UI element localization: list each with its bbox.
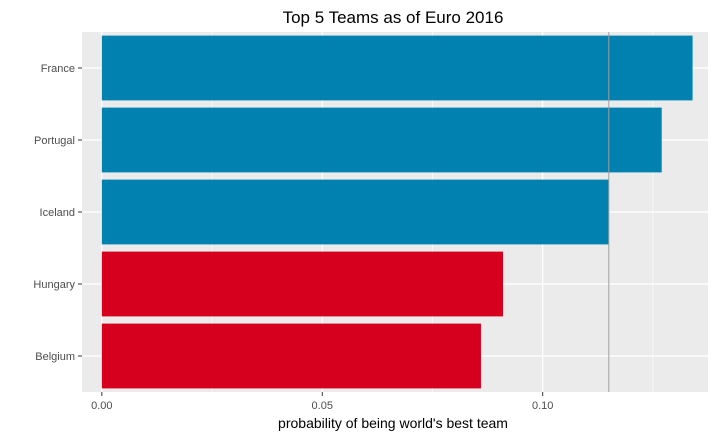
y-tick-label: Hungary: [33, 279, 75, 291]
bar-hungary: [101, 251, 504, 317]
y-axis-ticks: France Portugal Iceland Hungary Belgium: [33, 63, 82, 363]
y-tick-label: Iceland: [40, 207, 75, 219]
chart-title: Top 5 Teams as of Euro 2016: [283, 8, 504, 27]
x-axis-ticks: 0.00 0.05 0.10: [91, 392, 553, 412]
bar-iceland: [101, 179, 609, 245]
x-tick-label: 0.00: [91, 400, 112, 412]
x-tick-label: 0.10: [532, 400, 553, 412]
x-tick-label: 0.05: [312, 400, 333, 412]
bar-belgium: [101, 323, 481, 389]
y-tick-label: Portugal: [34, 135, 75, 147]
bar-portugal: [101, 107, 662, 173]
y-tick-label: France: [41, 63, 75, 75]
bar-france: [101, 35, 693, 101]
bars: [101, 35, 693, 389]
x-axis-title: probability of being world's best team: [278, 415, 508, 431]
y-tick-label: Belgium: [35, 351, 75, 363]
